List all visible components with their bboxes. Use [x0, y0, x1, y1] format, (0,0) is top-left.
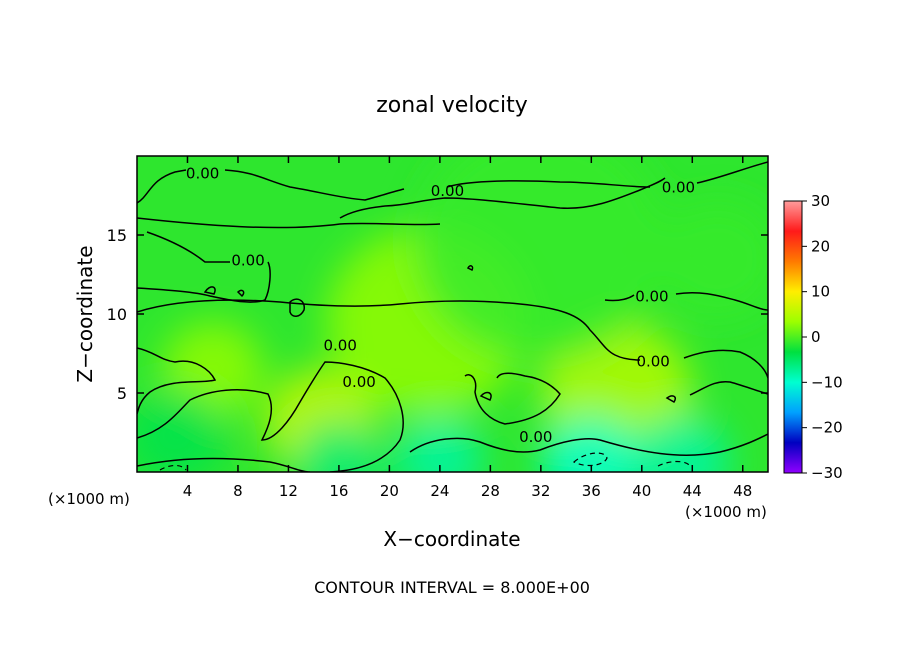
contour-line — [409, 433, 768, 456]
x-tick-label: 28 — [481, 482, 500, 500]
y-tick-label: 10 — [107, 305, 127, 324]
x-tick-label: 36 — [582, 482, 601, 500]
colorbar-tick-label: −30 — [811, 464, 843, 482]
chart-title: zonal velocity — [376, 93, 528, 118]
contour-label: 0.00 — [431, 182, 464, 200]
contour-line — [137, 299, 768, 379]
y-tick-label: 5 — [117, 384, 127, 403]
field-patch — [629, 415, 731, 472]
x-unit-label-right: (×1000 m) — [685, 503, 767, 521]
x-tick-label: 40 — [632, 482, 651, 500]
contour-label: 0.00 — [342, 373, 375, 391]
contour-line — [339, 177, 666, 219]
field-patch — [540, 415, 642, 472]
colorbar-tick-label: 20 — [811, 237, 830, 255]
colorbar: 30 20 10 0 −10 −20 −30 — [783, 192, 843, 482]
x-tick-label: 16 — [329, 482, 348, 500]
colorbar-ticks: 30 20 10 0 −10 −20 −30 — [802, 192, 843, 482]
field-patch — [654, 199, 768, 318]
x-axis-ticks: 4 8 12 16 20 24 28 32 36 40 44 48 — [183, 156, 752, 500]
x-tick-label: 8 — [233, 482, 243, 500]
contour-label: 0.00 — [636, 352, 669, 370]
x-tick-label: 24 — [430, 482, 449, 500]
contour-lines — [137, 161, 768, 472]
x-tick-label: 4 — [183, 482, 193, 500]
contour-line — [203, 265, 677, 403]
contour-label: 0.00 — [519, 428, 552, 446]
x-tick-label: 48 — [733, 482, 752, 500]
contour-line — [137, 457, 311, 472]
contour-label: 0.00 — [323, 337, 356, 355]
contour-line — [464, 372, 561, 425]
y-tick-label: 15 — [107, 226, 127, 245]
y-axis-label: Z−coordinate — [73, 245, 97, 382]
colorbar-tick-label: −20 — [811, 419, 843, 437]
contour-line — [137, 361, 404, 472]
field-patch — [294, 421, 384, 472]
x-tick-label: 44 — [683, 482, 702, 500]
contour-label: 0.00 — [662, 179, 695, 197]
y-axis-ticks: 5 10 15 — [107, 226, 768, 403]
field-patch — [414, 156, 668, 362]
contour-label: 0.00 — [186, 164, 219, 182]
x-tick-label: 32 — [531, 482, 550, 500]
x-unit-label-left: (×1000 m) — [48, 490, 130, 508]
contour-line — [137, 161, 768, 204]
colorbar-tick-label: 30 — [811, 192, 830, 210]
contour-line-negative — [159, 452, 691, 471]
colorbar-tick-label: 10 — [811, 283, 830, 301]
contour-line — [604, 291, 768, 311]
colorbar-tick-label: −10 — [811, 373, 843, 391]
x-axis-label: X−coordinate — [383, 527, 520, 551]
contour-label: 0.00 — [635, 288, 668, 306]
contour-line — [137, 217, 441, 229]
colorbar-gradient — [783, 200, 803, 474]
contour-interval-note: CONTOUR INTERVAL = 8.000E+00 — [314, 578, 590, 597]
field-patch — [395, 417, 485, 472]
contour-labels: 0.00 0.00 0.00 0.00 0.00 0.00 0.00 0.00 0.00 — [186, 164, 695, 446]
contour-label: 0.00 — [231, 251, 264, 269]
colorbar-tick-label: 0 — [811, 328, 821, 346]
field-patch — [137, 389, 226, 472]
x-tick-label: 20 — [380, 482, 399, 500]
contour-line — [137, 347, 217, 415]
contour-line — [689, 380, 768, 396]
x-tick-label: 12 — [279, 482, 298, 500]
